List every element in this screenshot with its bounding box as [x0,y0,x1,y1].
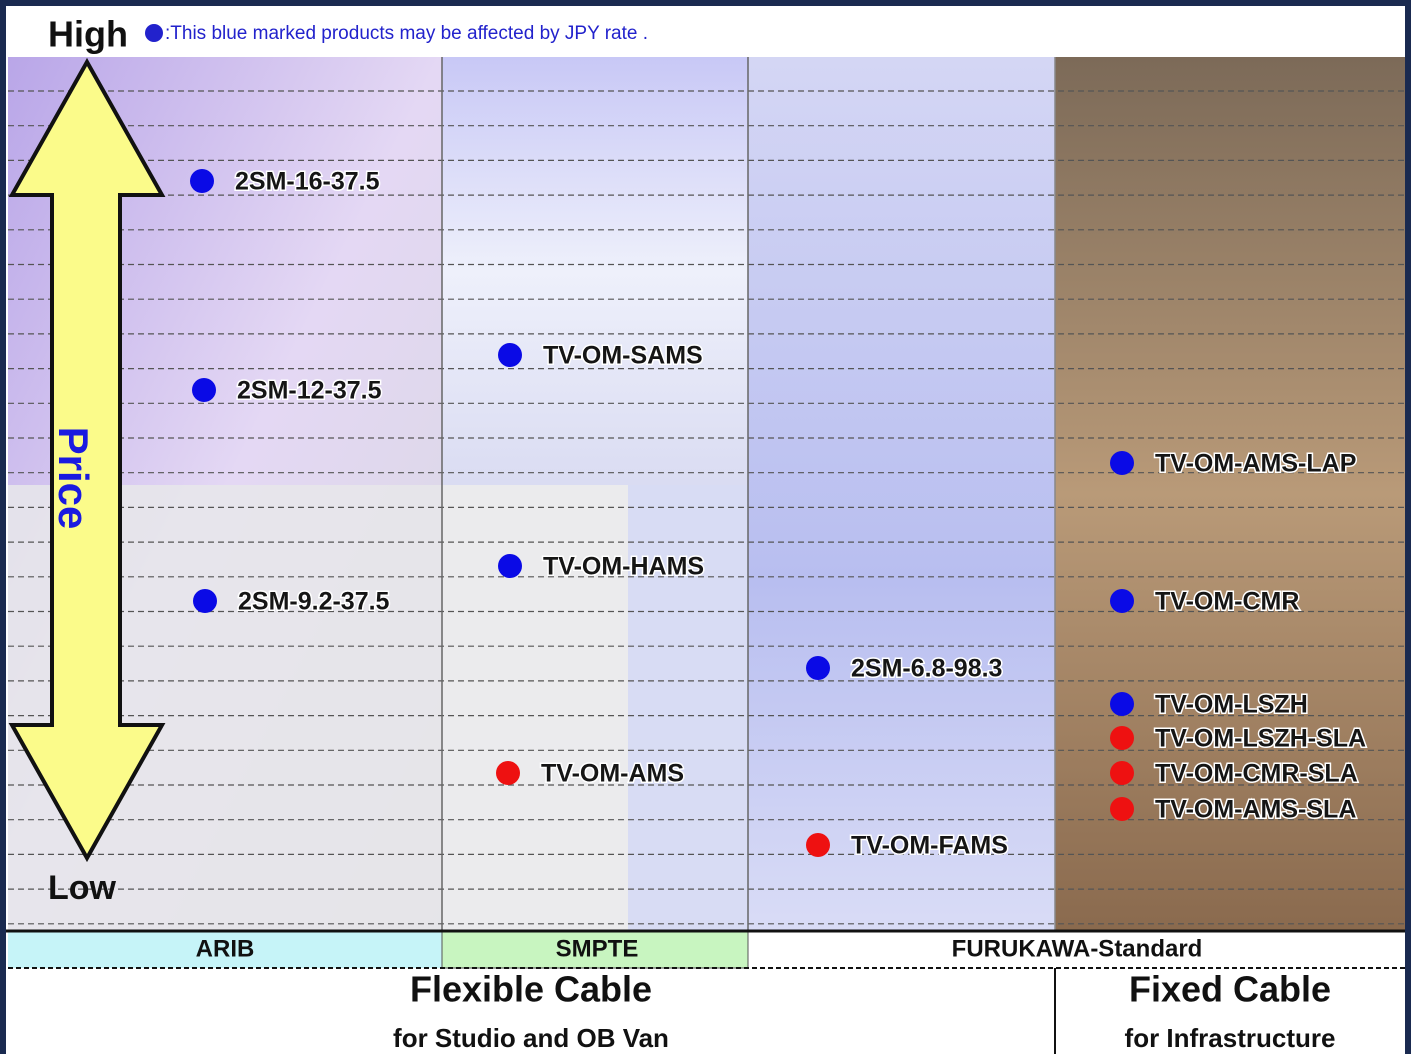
product-dot [806,656,830,680]
low-label: Low [48,869,117,907]
products: 2SM-16-37.5 2SM-12-37.5 2SM-9.2-37.5 TV-OM-… [190,166,1368,861]
band-arib [8,932,442,968]
high-label: High [48,14,128,55]
grid [8,90,1405,925]
product-label: TV-OM-LSZH [1155,691,1308,719]
bg-furukawa [748,57,1055,930]
footer-subtitle: for Infrastructure [1125,1023,1336,1053]
product-label: 2SM-12-37.5 [237,377,382,405]
legend-dot [145,24,163,42]
product-label: TV-OM-FAMS [851,832,1008,860]
product-label: TV-OM-HAMS [543,553,704,581]
product-dot [496,761,520,785]
bg-smpte [442,57,748,485]
product-label: 2SM-6.8-98.3 [851,655,1002,683]
product-label: TV-OM-CMR [1155,588,1299,616]
product-dot [806,833,830,857]
band-smpte [441,931,749,969]
product-dot [1110,761,1134,785]
price-arrow [8,57,166,863]
product-label: TV-OM-AMS-SLA [1155,796,1356,824]
product-label: TV-OM-AMS [541,760,684,788]
product-label: TV-OM-CMR-SLA [1155,760,1358,788]
product-dot [193,589,217,613]
footer-title: Fixed Cable [1129,969,1331,1010]
bg-smpte-low [628,485,748,930]
product-dot [192,378,216,402]
product-dot [1110,726,1134,750]
product-label: 2SM-16-37.5 [235,168,380,196]
product-dot [1110,589,1134,613]
column-label: FURUKAWA-Standard [952,935,1203,962]
product-dot [498,554,522,578]
product-dot [1110,797,1134,821]
product-dot [1110,451,1134,475]
product-dot [190,169,214,193]
price-label: Price [50,427,97,530]
product-dot [1110,692,1134,716]
column-label: SMPTE [556,935,639,962]
product-dot [498,343,522,367]
column-label: ARIB [196,935,255,962]
product-label: TV-OM-AMS-LAP [1155,450,1356,478]
product-label: TV-OM-SAMS [543,342,703,370]
legend-note: :This blue marked products may be affect… [165,23,648,44]
product-label: TV-OM-LSZH-SLA [1155,725,1366,753]
footer-title: Flexible Cable [410,969,652,1010]
product-label: 2SM-9.2-37.5 [238,588,390,616]
footer-subtitle: for Studio and OB Van [393,1023,669,1053]
